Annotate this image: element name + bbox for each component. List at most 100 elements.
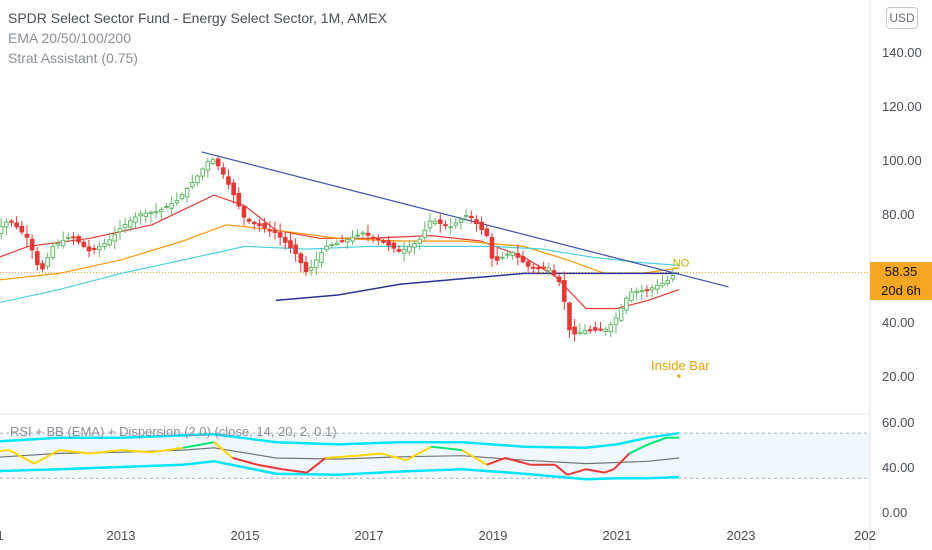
rsi-segment[interactable]	[628, 443, 649, 455]
candle-body[interactable]	[102, 242, 107, 248]
rsi-segment[interactable]	[430, 445, 463, 452]
candle-body[interactable]	[634, 290, 639, 293]
candle-body[interactable]	[391, 242, 397, 249]
candle-body[interactable]	[427, 220, 433, 229]
candle-body[interactable]	[453, 222, 459, 226]
candle-body[interactable]	[484, 228, 490, 237]
candle-body[interactable]	[665, 279, 670, 284]
candle-body[interactable]	[505, 253, 510, 256]
candle-body[interactable]	[122, 224, 128, 228]
candle-body[interactable]	[179, 194, 185, 200]
candle-body[interactable]	[649, 287, 655, 291]
candle-body[interactable]	[448, 226, 453, 229]
rsi-segment[interactable]	[0, 449, 10, 452]
candle-body[interactable]	[401, 248, 407, 254]
candle-body[interactable]	[153, 211, 159, 214]
rsi-segment[interactable]	[325, 454, 357, 459]
candle-body[interactable]	[489, 237, 495, 259]
candle-body[interactable]	[624, 297, 629, 311]
candle-body[interactable]	[91, 247, 97, 250]
candle-body[interactable]	[205, 161, 211, 171]
candle-body[interactable]	[536, 267, 541, 270]
candle-body[interactable]	[572, 326, 577, 335]
candle-body[interactable]	[639, 290, 645, 292]
candle-body[interactable]	[577, 331, 583, 335]
candle-body[interactable]	[531, 266, 536, 269]
candle-body[interactable]	[412, 242, 417, 248]
candle-body[interactable]	[210, 159, 216, 165]
candle-body[interactable]	[603, 328, 608, 332]
candle-body[interactable]	[546, 267, 552, 272]
rsi-segment[interactable]	[567, 468, 587, 476]
candle-body[interactable]	[272, 229, 278, 233]
candle-body[interactable]	[474, 219, 479, 225]
candle-body[interactable]	[81, 241, 87, 247]
candle-body[interactable]	[515, 253, 521, 258]
candle-body[interactable]	[308, 266, 314, 271]
ema-20-line[interactable]	[0, 194, 680, 310]
candle-body[interactable]	[510, 252, 515, 257]
candle-body[interactable]	[339, 240, 345, 243]
candle-body[interactable]	[86, 246, 92, 252]
candle-body[interactable]	[567, 302, 572, 331]
candle-body[interactable]	[593, 327, 598, 331]
candle-body[interactable]	[293, 244, 298, 255]
candle-body[interactable]	[556, 276, 562, 283]
candle-body[interactable]	[71, 236, 76, 239]
rsi-segment[interactable]	[213, 441, 234, 459]
bb-lower-line[interactable]	[0, 460, 680, 481]
candle-body[interactable]	[376, 238, 381, 241]
candle-body[interactable]	[50, 245, 56, 258]
rsi-segment[interactable]	[33, 449, 60, 465]
trendline[interactable]	[201, 151, 729, 288]
candle-body[interactable]	[174, 200, 180, 204]
candle-body[interactable]	[500, 256, 505, 259]
rsi-segment[interactable]	[486, 457, 506, 466]
candle-body[interactable]	[55, 242, 61, 246]
candle-body[interactable]	[241, 206, 247, 218]
candle-body[interactable]	[76, 236, 81, 243]
candle-body[interactable]	[370, 236, 376, 239]
rsi-segment[interactable]	[182, 441, 215, 449]
legend-strat[interactable]: Strat Assistant (0.75)	[8, 50, 138, 66]
candle-body[interactable]	[314, 259, 319, 269]
candle-body[interactable]	[520, 256, 526, 263]
rsi-segment[interactable]	[381, 452, 407, 462]
candle-body[interactable]	[582, 329, 588, 334]
candle-body[interactable]	[267, 229, 273, 232]
rsi-segment[interactable]	[58, 449, 91, 455]
candle-body[interactable]	[618, 307, 624, 321]
candle-body[interactable]	[365, 232, 371, 236]
candle-body[interactable]	[613, 317, 619, 326]
legend-title[interactable]: SPDR Select Sector Fund - Energy Select …	[8, 10, 387, 26]
legend-ema[interactable]: EMA 20/50/100/200	[8, 30, 131, 46]
candle-body[interactable]	[303, 261, 309, 273]
candle-body[interactable]	[133, 216, 138, 223]
candle-body[interactable]	[541, 266, 546, 269]
candle-body[interactable]	[221, 167, 226, 175]
bb-upper-line[interactable]	[0, 431, 680, 450]
candle-body[interactable]	[19, 225, 25, 233]
candle-body[interactable]	[587, 329, 593, 332]
candle-body[interactable]	[381, 240, 386, 243]
candle-body[interactable]	[97, 245, 102, 250]
candle-body[interactable]	[29, 238, 35, 251]
candle-body[interactable]	[60, 239, 66, 247]
bb-basis-line[interactable]	[0, 447, 680, 465]
candle-body[interactable]	[40, 263, 45, 270]
rsi-segment[interactable]	[604, 468, 615, 474]
rsi-segment[interactable]	[282, 468, 308, 474]
candle-body[interactable]	[288, 240, 293, 249]
candle-body[interactable]	[66, 236, 71, 239]
candle-body[interactable]	[24, 233, 30, 238]
candle-body[interactable]	[319, 251, 324, 263]
rsi-segment[interactable]	[120, 449, 153, 454]
candle-body[interactable]	[551, 270, 557, 276]
candle-body[interactable]	[479, 221, 484, 231]
rsi-segment[interactable]	[405, 445, 432, 462]
ema-200-line[interactable]	[275, 272, 679, 302]
candle-body[interactable]	[257, 223, 262, 227]
candle-body[interactable]	[629, 291, 634, 301]
rsi-segment[interactable]	[613, 452, 631, 470]
